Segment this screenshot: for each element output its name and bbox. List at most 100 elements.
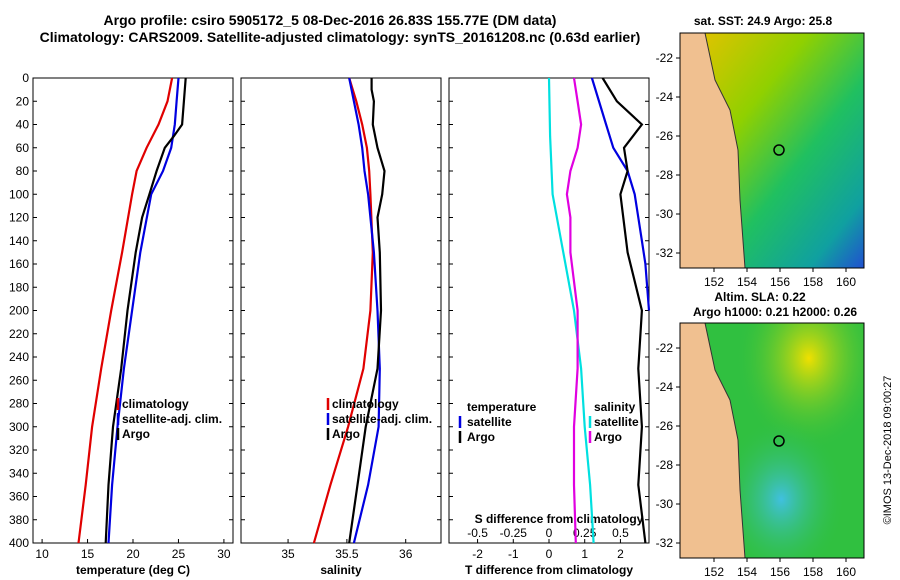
difference-panel: -2 -1 0 1 2 T difference from climatology -0.5… [448,77,651,577]
sla-argo-location [773,435,785,447]
legend-label: satellite-adj. clim. [122,412,222,426]
credit-text: ©IMOS 13-Dec-2018 09:00:27 [882,376,894,525]
lat-tick-label: -24 [656,90,674,104]
depth-tick-label: 200 [9,304,29,318]
lat-tick-label: -28 [656,458,674,472]
depth-tick-label: 20 [16,94,30,108]
top-x-tick-label: -0.25 [500,526,528,540]
difference-frame [448,77,650,544]
sst-argo-location [773,144,785,156]
lat-tick-label: -22 [656,51,674,65]
x-tick-label: 15 [81,547,95,561]
legend-left-label: Argo [467,430,495,444]
lon-tick-label: 160 [836,565,856,579]
difference-line-temperature-argo [601,77,647,544]
lat-tick-label: -24 [656,380,674,394]
sla-lon-ticks: 152 154 156 158 160 [704,558,856,579]
lon-tick-label: 154 [737,565,757,579]
salinity-xlabel: salinity [320,563,362,577]
depth-tick-label: 220 [9,327,29,341]
temperature-panel: 0 20 40 60 80 100 120 140 160 180 200 220 240 260 280 3… [9,71,234,577]
x-tick-label: 35 [281,547,295,561]
sla-lat-ticks: -22 -24 -26 -28 -30 -32 [656,341,680,550]
depth-tick-label: 80 [16,164,30,178]
depth-tick-label: 400 [9,536,29,550]
depth-tick-label: 140 [9,234,29,248]
lat-tick-label: -22 [656,341,674,355]
depth-tick-label: 100 [9,187,29,201]
lon-tick-label: 154 [737,275,757,289]
depth-tick-label: 320 [9,443,29,457]
sst-lat-ticks: -22 -24 -26 -28 -30 -32 [656,51,680,260]
depth-tick-label: 340 [9,466,29,480]
sst-land [680,33,745,268]
sst-map: sat. SST: 24.9 Argo: 25.8 -22 -24 -26 -28 -3… [656,14,865,289]
lat-tick-label: -30 [656,207,674,221]
legend-right-label: salinity [594,400,636,414]
depth-tick-label: 300 [9,420,29,434]
lon-tick-label: 158 [803,275,823,289]
depth-tick-label: 360 [9,490,29,504]
lon-tick-label: 158 [803,565,823,579]
x-tick-label: -2 [472,547,483,561]
x-tick-label: 25 [172,547,186,561]
legend-left-label: satellite [467,415,512,429]
difference-line-salinity-argo [565,77,583,544]
depth-tick-label: 0 [22,71,29,85]
x-tick-label: 1 [581,547,588,561]
legend-left-label: temperature [467,400,537,414]
legend-right-label: satellite [594,415,639,429]
sla-coastline [704,322,746,559]
sla-map: Altim. SLA: 0.22 Argo h1000: 0.21 h2000:… [656,290,865,579]
title-line-1: Argo profile: csiro 5905172_5 08-Dec-201… [104,12,557,28]
x-tick-label: 30 [217,547,231,561]
lat-tick-label: -32 [656,246,674,260]
depth-tick-label: 260 [9,373,29,387]
temperature-line-satellite-adj-clim- [107,77,180,544]
legend-right-label: Argo [594,430,622,444]
sst-map-title: sat. SST: 24.9 Argo: 25.8 [694,14,833,28]
x-tick-label: -1 [508,547,519,561]
sst-coastline [704,32,746,269]
lon-tick-label: 152 [704,275,724,289]
depth-tick-label: 240 [9,350,29,364]
sst-lon-ticks: 152 154 156 158 160 [704,268,856,289]
legend-label: Argo [332,427,360,441]
lat-tick-label: -26 [656,129,674,143]
lon-tick-label: 156 [770,275,790,289]
lat-tick-label: -32 [656,536,674,550]
depth-tick-label: 380 [9,513,29,527]
lat-tick-label: -26 [656,419,674,433]
x-tick-label: 36 [399,547,413,561]
temperature-xlabel: temperature (deg C) [76,563,190,577]
salinity-line-argo [348,78,386,544]
depth-tick-label: 60 [16,141,30,155]
temperature-line-argo [104,77,187,544]
salinity-panel: 35 35.5 36 salinity climatologysatellite-adj… [240,77,442,577]
salinity-line-satellite-adj-clim- [348,77,381,544]
difference-line-salinity-satellite [547,77,595,544]
x-tick-label: 20 [126,547,140,561]
x-tick-label: 10 [35,547,49,561]
legend-label: satellite-adj. clim. [332,412,432,426]
legend-label: Argo [122,427,150,441]
difference-xlabel: T difference from climatology [465,563,633,577]
depth-tick-label: 160 [9,257,29,271]
top-x-tick-label: 0 [546,526,553,540]
salinity-frame [240,77,442,544]
lon-tick-label: 160 [836,275,856,289]
lat-tick-label: -30 [656,497,674,511]
sst-map-frame [679,32,865,269]
top-x-tick-label: -0.5 [467,526,488,540]
depth-tick-label: 280 [9,397,29,411]
legend-label: climatology [122,397,189,411]
difference-line-temperature-satellite [590,77,651,311]
x-tick-label: 2 [617,547,624,561]
temperature-line-climatology [77,77,174,544]
lat-tick-label: -28 [656,168,674,182]
top-x-tick-label: 0.5 [612,526,629,540]
lon-tick-label: 156 [770,565,790,579]
x-tick-label: 0 [546,547,553,561]
sla-map-title-1: Altim. SLA: 0.22 [714,290,806,304]
